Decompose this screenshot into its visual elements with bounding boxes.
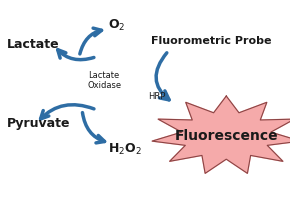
Text: Fluorometric Probe: Fluorometric Probe bbox=[151, 36, 272, 46]
Text: HRP: HRP bbox=[148, 92, 166, 101]
Text: O$_2$: O$_2$ bbox=[108, 18, 125, 33]
Text: Fluorescence: Fluorescence bbox=[175, 129, 278, 142]
Text: Lactate: Lactate bbox=[7, 38, 60, 51]
Text: Lactate
Oxidase: Lactate Oxidase bbox=[88, 71, 122, 90]
Text: Pyruvate: Pyruvate bbox=[7, 117, 71, 130]
Polygon shape bbox=[152, 96, 300, 173]
Text: H$_2$O$_2$: H$_2$O$_2$ bbox=[108, 142, 142, 157]
